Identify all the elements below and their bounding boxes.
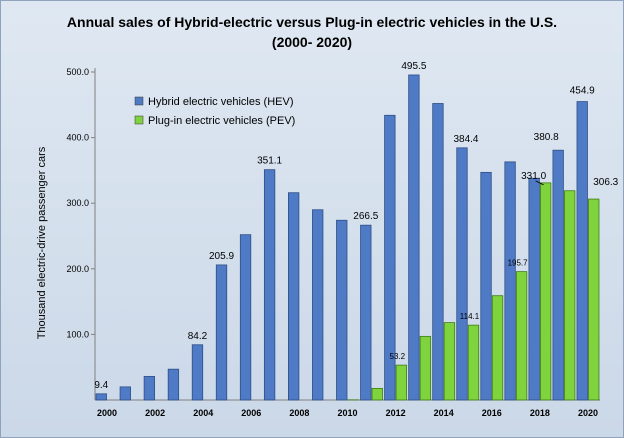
chart-title: Annual sales of Hybrid-electric versus P… (66, 14, 558, 30)
hev-bar (119, 386, 131, 401)
x-tick-label: 2006 (241, 408, 261, 418)
legend-swatch (134, 115, 144, 125)
hev-bar (528, 177, 540, 401)
x-tick-label: 2008 (289, 408, 309, 418)
hev-bar (432, 103, 444, 401)
hev-bar (336, 219, 348, 401)
hev-bar (143, 375, 156, 401)
data-label: 380.8 (534, 132, 559, 143)
legend-swatch (134, 96, 144, 106)
hev-bar (167, 368, 180, 401)
hev-bar (456, 147, 468, 401)
x-tick-label: 2010 (337, 408, 357, 418)
hev-bar (191, 344, 204, 401)
data-label: 114.1 (460, 312, 480, 321)
data-label: 195.7 (508, 259, 529, 268)
data-label: 266.5 (353, 211, 378, 222)
hev-bar (288, 192, 300, 401)
x-tick-label: 2004 (193, 408, 213, 418)
data-label: 384.4 (453, 134, 478, 145)
data-label: 205.9 (209, 251, 234, 262)
legend-label: Plug-in electric vehicles (PEV) (148, 115, 295, 127)
bars (95, 74, 600, 401)
hev-bar (552, 149, 564, 401)
pev-bar (491, 295, 504, 401)
y-tick-label: 300.0 (66, 198, 89, 208)
data-label: 495.5 (401, 61, 426, 72)
data-labels: 9.4 84.2 205.9 351.1 266.5 495.5 384.4 380.8 454… (94, 61, 618, 391)
hev-bar (360, 224, 372, 401)
data-label: 53.2 (390, 352, 406, 361)
leader-line (535, 180, 544, 186)
data-label: 306.3 (593, 177, 618, 188)
y-tick-label: 400.0 (66, 133, 89, 143)
pev-bar (419, 335, 432, 401)
hev-bar (576, 101, 588, 401)
pev-bar (515, 271, 528, 401)
y-tick-label: 200.0 (66, 264, 89, 274)
data-label: 351.1 (257, 156, 282, 167)
x-tick-label: 2000 (97, 408, 117, 418)
pev-bar (467, 324, 480, 401)
hev-bar (312, 209, 324, 401)
chart-subtitle: (2000- 2020) (271, 34, 353, 50)
pev-bar (395, 364, 407, 401)
x-tick-label: 2002 (145, 408, 165, 418)
hev-bar (239, 234, 252, 401)
pev-bar (564, 190, 576, 401)
hev-bar (263, 169, 276, 401)
y-tick-label: 500.0 (66, 67, 89, 77)
y-tick-label: 100.0 (66, 329, 89, 339)
pev-bar (371, 387, 383, 401)
hev-bar (480, 171, 492, 401)
x-tick-label: 2016 (482, 408, 502, 418)
legend-label: Hybrid electric vehicles (HEV) (148, 96, 293, 108)
hev-bar (504, 161, 516, 401)
hev-bar (384, 114, 396, 401)
legend: Hybrid electric vehicles (HEV) Plug-in el… (134, 96, 295, 127)
x-tick-label: 2012 (386, 408, 406, 418)
x-tick-label: 2014 (434, 408, 454, 418)
pev-bar (443, 322, 456, 401)
hev-bar (215, 264, 228, 401)
data-label: 454.9 (570, 86, 595, 97)
pev-bar (539, 182, 552, 401)
data-label: 84.2 (188, 331, 208, 342)
x-tick-label: 2018 (530, 408, 550, 418)
x-tick-label: 2020 (578, 408, 598, 418)
hev-bar (95, 393, 107, 401)
hev-bar (408, 74, 420, 401)
axes: 100.0 200.0 300.0 400.0 500.0 2000 2002 2004 200… (66, 67, 600, 418)
data-label: 331.0 (521, 171, 546, 182)
pev-bar (588, 198, 600, 401)
data-label: 9.4 (94, 380, 108, 391)
